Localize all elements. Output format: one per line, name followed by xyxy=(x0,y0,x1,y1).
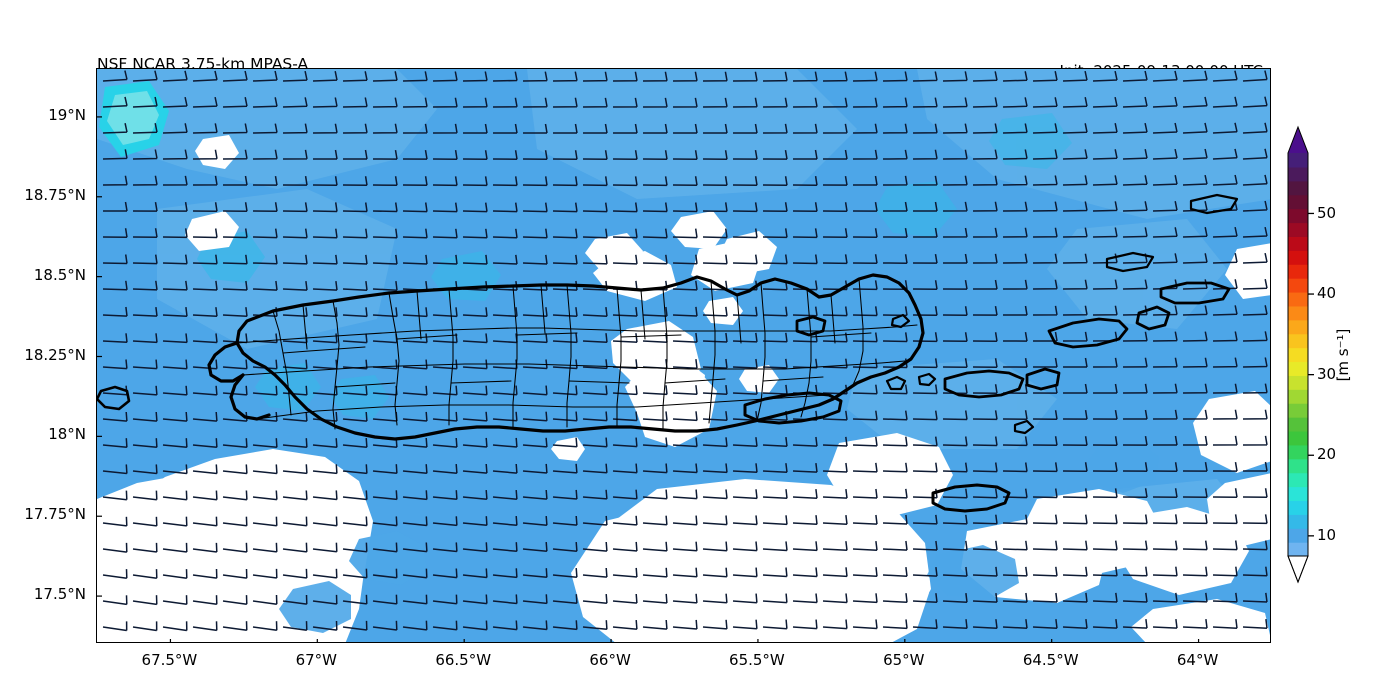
wind-barb-layer xyxy=(102,70,1268,632)
tortola-island xyxy=(1047,317,1129,349)
st-croix-island xyxy=(931,483,1011,513)
puerto-rico-coastline xyxy=(235,273,925,441)
colorbar-gradient xyxy=(1287,125,1314,584)
axis-ticks-layer xyxy=(97,116,1200,642)
mona-island xyxy=(97,385,131,411)
st-john-island xyxy=(1025,367,1061,391)
xtick-label: 67.5°W xyxy=(141,651,198,669)
map-canvas xyxy=(97,69,1270,642)
anegada-island xyxy=(1159,281,1231,305)
xtick-label: 66°W xyxy=(589,651,631,669)
xtick-label: 66.5°W xyxy=(435,651,492,669)
vieques-island xyxy=(743,391,843,425)
small-cays xyxy=(885,193,1239,435)
municipality-borders xyxy=(236,278,918,430)
culebra-island xyxy=(795,315,827,337)
windspeed-shading-layer xyxy=(97,69,1270,642)
xtick-label: 67°W xyxy=(295,651,338,669)
xtick-label: 64°W xyxy=(1176,651,1219,669)
map-axes xyxy=(96,68,1271,643)
xtick-label: 65°W xyxy=(883,651,925,669)
xtick-label: 64.5°W xyxy=(1022,651,1079,669)
virgin-gorda-island xyxy=(1135,305,1171,331)
colorbar xyxy=(1287,125,1314,584)
xtick-label: 65.5°W xyxy=(729,651,785,669)
st-thomas-island xyxy=(943,369,1025,399)
colorbar-axis-label: [m s⁻¹] xyxy=(1334,328,1352,382)
coastline-layer xyxy=(97,193,1239,513)
